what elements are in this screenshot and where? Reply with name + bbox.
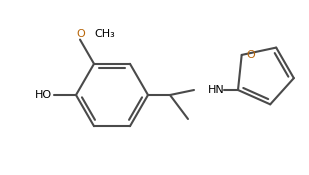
Text: HN: HN: [208, 85, 225, 95]
Text: O: O: [77, 29, 85, 38]
Text: O: O: [247, 50, 256, 60]
Text: HO: HO: [35, 90, 52, 100]
Text: CH₃: CH₃: [94, 29, 115, 38]
